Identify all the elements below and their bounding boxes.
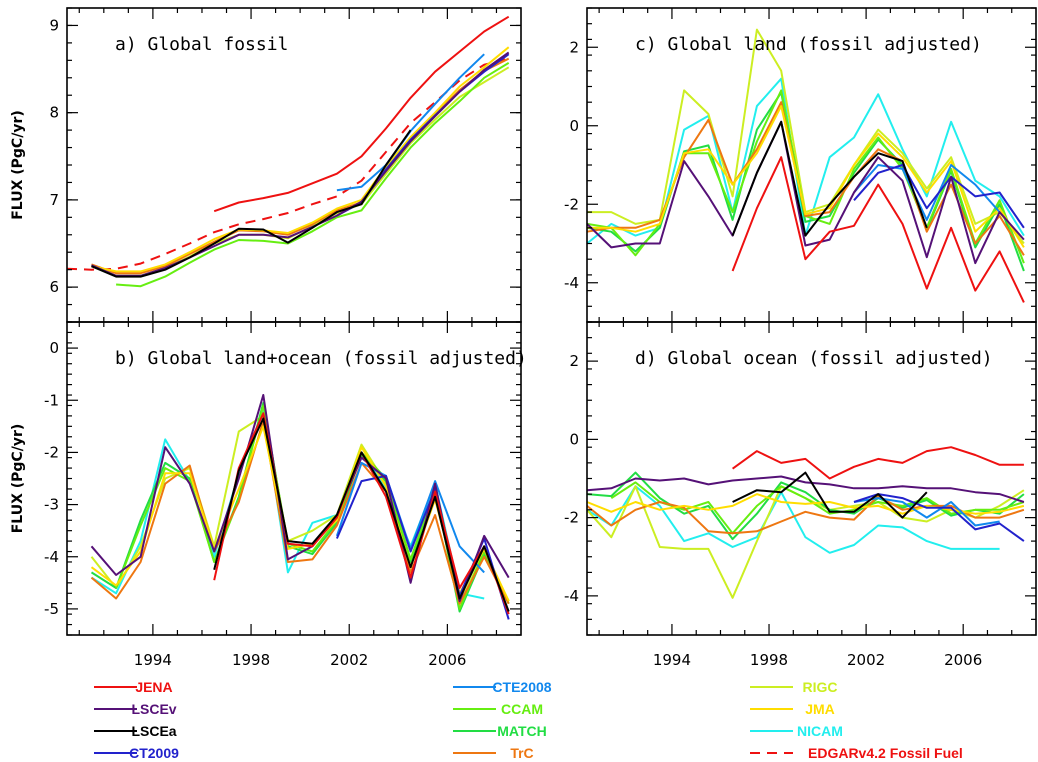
series-lscev — [91, 51, 510, 277]
series-ccam — [116, 62, 510, 288]
series-ct2009 — [853, 493, 1025, 542]
y-tick-label: -2 — [564, 195, 579, 213]
series-jma — [91, 46, 510, 273]
legend: JENA LSCEv LSCEa CT2009 CTE2008 CCAM MATCH TrC R… — [94, 679, 963, 761]
legend-item-ct2009: CT2009 — [94, 745, 179, 761]
legend-item-jena: JENA — [94, 679, 173, 695]
panel-title: a) Global fossil — [115, 34, 288, 55]
series-cte2008 — [853, 164, 1001, 221]
series-trc — [90, 420, 510, 605]
x-tick-label: 2006 — [428, 651, 466, 669]
panel-title: c) Global land (fossil adjusted) — [635, 34, 982, 55]
legend-label: EDGARv4.2 Fossil Fuel — [808, 745, 963, 761]
x-tick-label: 1998 — [232, 651, 270, 669]
legend-label: TrC — [510, 745, 533, 761]
y-tick-label: 0 — [49, 339, 59, 357]
y-tick-label: 9 — [49, 16, 59, 34]
legend-item-rigc: RIGC — [750, 679, 838, 695]
series-ccam — [610, 481, 1025, 535]
legend-label: CTE2008 — [492, 679, 551, 695]
y-tick-label: -2 — [564, 509, 579, 527]
panel-b: -5 -4 -3 -2 -1 0 1994 1998 2002 2006 b) Global lan… — [10, 321, 527, 669]
y-axis-label: FLUX (PgC/yr) — [10, 424, 26, 534]
series-lscev — [586, 475, 1025, 503]
series-rigc — [91, 66, 510, 277]
y-tick-label: 0 — [569, 430, 579, 448]
series-ct2009 — [853, 164, 1025, 229]
y-axis-label: FLUX (PgC/yr) — [10, 110, 26, 220]
y-tick-label: -3 — [44, 496, 59, 514]
x-tick-label: 2006 — [944, 651, 982, 669]
legend-item-lscev: LSCEv — [94, 701, 177, 717]
legend-label: JMA — [805, 701, 835, 717]
y-tick-label: -2 — [44, 443, 59, 461]
series-jma — [587, 105, 1025, 248]
panel-a: 6 7 8 9 a) Global fossil FLUX (PgC/yr) — [10, 7, 522, 323]
series-jena — [731, 156, 1025, 303]
y-tick-label: 2 — [569, 38, 579, 56]
legend-label: CCAM — [501, 701, 543, 717]
legend-item-trc: TrC — [453, 745, 534, 761]
x-tick-label: 1994 — [134, 651, 172, 669]
legend-label: MATCH — [497, 723, 547, 739]
panel-d: -4 -2 0 2 1994 1998 2002 2006 d) Global ocean (f… — [564, 321, 1037, 669]
series-lscea — [213, 417, 510, 612]
series-ccam — [115, 404, 510, 610]
legend-item-ccam: CCAM — [453, 701, 543, 717]
legend-item-lscea: LSCEa — [94, 723, 177, 739]
panel-title: d) Global ocean (fossil adjusted) — [635, 348, 993, 369]
series-lscev — [586, 120, 1025, 265]
y-tick-label: -1 — [44, 391, 59, 409]
series-cte2008 — [853, 497, 1000, 527]
legend-label: CT2009 — [129, 745, 179, 761]
series-jma — [586, 493, 1025, 515]
legend-item-jma: JMA — [750, 701, 835, 717]
series-jma — [90, 425, 510, 602]
x-tick-label: 1994 — [653, 651, 691, 669]
x-tick-label: 2002 — [330, 651, 368, 669]
legend-label: LSCEv — [131, 701, 176, 717]
y-tick-label: 2 — [569, 352, 579, 370]
panel-title: b) Global land+ocean (fossil adjusted) — [115, 348, 527, 369]
x-tick-label: 1998 — [750, 651, 788, 669]
y-tick-label: -5 — [44, 600, 59, 618]
series-trc — [586, 101, 1025, 256]
legend-item-match: MATCH — [453, 723, 547, 739]
legend-item-edgar: EDGARv4.2 Fossil Fuel — [750, 745, 963, 761]
y-tick-label: -4 — [564, 274, 579, 292]
legend-item-cte2008: CTE2008 — [453, 679, 552, 695]
y-tick-label: -4 — [564, 587, 579, 605]
series-lscea — [732, 471, 928, 519]
series-lscev — [90, 394, 510, 603]
series-trc — [586, 495, 1025, 535]
series-cte2008 — [336, 53, 485, 192]
series-match — [586, 471, 1025, 541]
y-tick-label: 8 — [49, 104, 59, 122]
y-tick-label: 0 — [569, 117, 579, 135]
legend-label: RIGC — [803, 679, 838, 695]
series-jena — [213, 15, 510, 213]
series-edgar — [66, 57, 509, 271]
series-lscea — [731, 120, 928, 237]
legend-item-nicam: NICAM — [750, 723, 843, 739]
legend-label: JENA — [135, 679, 172, 695]
legend-label: NICAM — [797, 723, 843, 739]
legend-label: LSCEa — [131, 723, 176, 739]
series-jena — [732, 446, 1024, 480]
x-tick-label: 2002 — [847, 651, 885, 669]
panel-c: -4 -2 0 2 c) Global land (fossil adjusted) — [564, 7, 1037, 323]
series-lscea — [91, 129, 412, 278]
y-tick-label: 6 — [49, 278, 59, 296]
y-tick-label: -4 — [44, 548, 59, 566]
y-tick-label: 7 — [49, 191, 59, 209]
